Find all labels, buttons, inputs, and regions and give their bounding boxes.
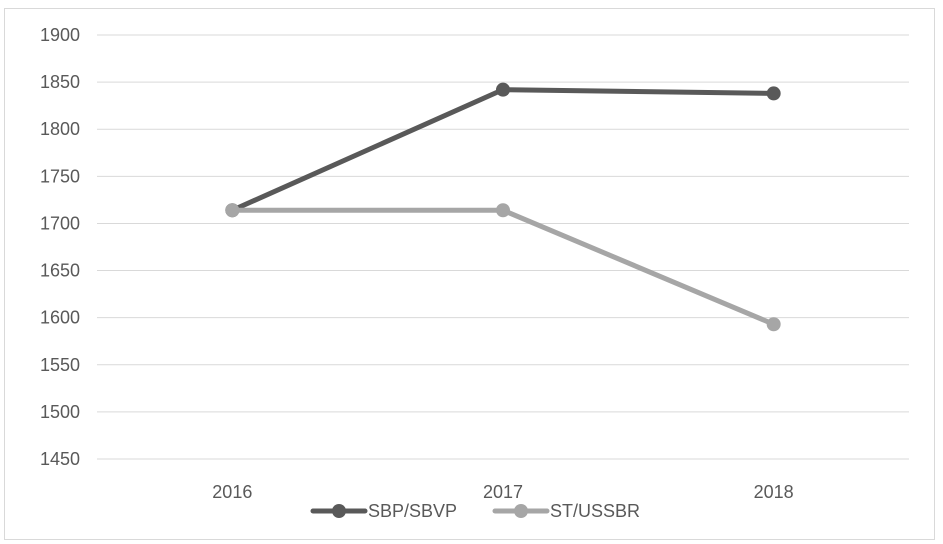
y-tick-label: 1850 [40,72,80,92]
data-point-marker [766,317,781,332]
data-point-marker [225,203,240,218]
y-tick-label: 1700 [40,213,80,233]
x-axis-tick-labels: 2016 2017 2018 [212,482,793,502]
y-tick-label: 1500 [40,402,80,422]
x-tick-label: 2016 [212,482,252,502]
y-tick-label: 1900 [40,25,80,45]
series-lines [225,82,781,332]
y-tick-label: 1550 [40,355,80,375]
x-tick-label: 2018 [754,482,794,502]
legend-swatch-marker [514,504,528,518]
y-tick-label: 1750 [40,166,80,186]
data-point-marker [496,203,510,218]
data-point-marker [766,86,781,101]
x-tick-label: 2017 [483,482,523,502]
data-point-marker [496,82,510,97]
y-axis-tick-labels: 1450 1500 1550 1600 1650 1700 1750 1800 1850 1900 [40,25,80,469]
legend-label: SBP/SBVP [368,501,457,521]
y-tick-label: 1450 [40,449,80,469]
gridlines [97,34,909,460]
legend-label: ST/USSBR [550,501,640,521]
legend-swatch-marker [332,504,346,518]
y-tick-label: 1600 [40,308,80,328]
legend: SBP/SBVP ST/USSBR [310,501,640,521]
series-line-2 [229,207,777,327]
y-tick-label: 1650 [40,261,80,281]
series-line-1 [229,87,777,213]
y-tick-label: 1800 [40,119,80,139]
